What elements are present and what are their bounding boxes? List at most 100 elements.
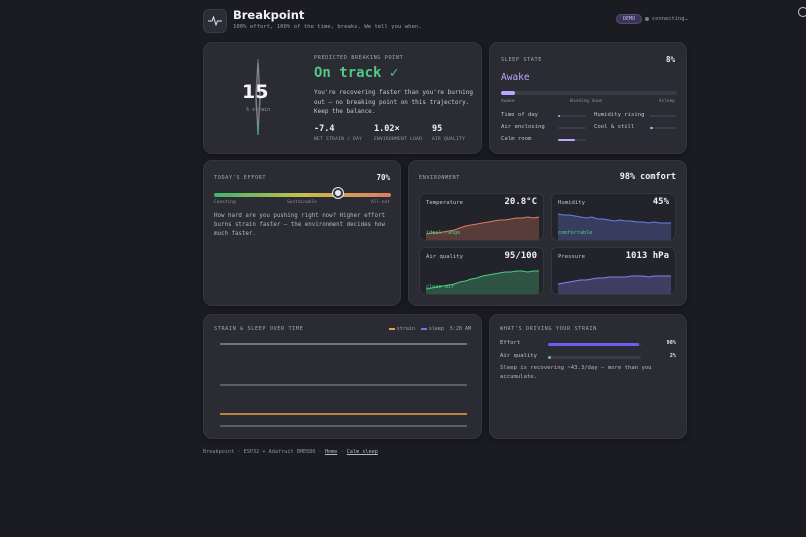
factor-time-of-day: Time of day (501, 112, 539, 118)
strain-sleep-chart (220, 343, 467, 427)
factor-fill (558, 115, 561, 117)
factor-cool-still: Cool & still (594, 124, 635, 130)
legend-label: strain (396, 326, 415, 332)
prediction-description: You're recovering faster than you're bur… (314, 89, 473, 115)
footer: Breakpoint · ESP32 + Adafruit BME680 · H… (203, 449, 378, 455)
stat-value: -7.4 (314, 124, 335, 134)
tile-note: clean air (426, 284, 455, 290)
effort-percent: 70% (376, 173, 390, 182)
sleep-state: Awake (501, 72, 530, 83)
footer-text: Breakpoint · ESP32 + Adafruit BME680 · (203, 449, 322, 455)
driver-fill (548, 343, 640, 346)
tile-pressure: Pressure 1013 hPa (551, 247, 676, 295)
strain-sleep-chart-card: STRAIN & SLEEP OVER TIME strain sleep 5:… (203, 314, 482, 439)
strain-value: 15 (242, 81, 269, 103)
comfort-score: 98% comfort (619, 172, 676, 182)
footer-link-home[interactable]: Home (324, 449, 338, 455)
sparkline-area (426, 271, 539, 294)
effort-slider-track[interactable] (214, 193, 391, 197)
status-dot-icon (645, 17, 649, 21)
factor-calm-room: Calm room (501, 136, 532, 142)
environment-label: ENVIRONMENT (419, 175, 460, 181)
stat-label: ENVIRONMENT LOAD (374, 137, 423, 142)
legend-swatch-strain (388, 327, 395, 330)
pulse-logo-icon (203, 9, 227, 33)
chart-label: STRAIN & SLEEP OVER TIME (214, 326, 304, 332)
factor-humidity-rising: Humidity rising (594, 112, 645, 118)
footer-separator: · (340, 449, 344, 455)
factor-fill (650, 127, 653, 129)
effort-label: TODAY'S EFFORT (214, 175, 267, 181)
stat-value: 1.02× (374, 124, 400, 134)
factor-bar (558, 127, 586, 129)
footer-link-calm-sleep[interactable]: Calm sleep (346, 449, 378, 455)
app-subtitle: 100% effort, 100% of the time, breaks. W… (233, 24, 422, 30)
tile-value: 1013 hPa (625, 251, 669, 261)
driver-effort-percent: 98% (666, 340, 676, 346)
legend-strain: strain (388, 326, 415, 332)
legend-label: sleep (428, 326, 444, 332)
factor-bar (558, 115, 586, 117)
humidity-sparkline (557, 213, 671, 240)
chart-legend: strain sleep 5:28 AM (388, 326, 471, 332)
sparkline-line (425, 270, 539, 290)
stat-environment-load: 1.02× ENVIRONMENT LOAD (374, 124, 422, 142)
factor-fill (558, 139, 575, 141)
driver-effort-bar (548, 343, 641, 346)
prediction-label: PREDICTED BREAKING POINT (314, 55, 404, 61)
effort-slider-thumb[interactable] (332, 188, 343, 198)
tile-name: Pressure (558, 254, 585, 260)
stat-value: 95 (432, 124, 443, 134)
sparkline-line (557, 213, 671, 224)
effort-scale-start: Coasting (214, 200, 236, 205)
sparkline-area (426, 217, 539, 240)
stat-net-strain: -7.4 NET STRAIN / DAY (314, 124, 362, 142)
app-title: Breakpoint (233, 8, 305, 22)
drivers-label: WHAT'S DRIVING YOUR STRAIN (500, 326, 597, 332)
driver-air-quality-percent: 2% (669, 353, 676, 359)
tile-value: 20.8°C (504, 197, 537, 207)
sleep-percent: 8% (665, 55, 675, 64)
effort-card: TODAY'S EFFORT 70% Coasting Sustainable … (203, 160, 401, 306)
factor-bar (650, 127, 676, 129)
app-header: Breakpoint 100% effort, 100% of the time… (203, 6, 688, 40)
tile-note: ideal range (426, 230, 461, 236)
legend-sleep: sleep (420, 326, 444, 332)
prediction-card: 15 % strain PREDICTED BREAKING POINT On … (203, 42, 482, 154)
tile-value: 95/100 (504, 251, 537, 261)
sleep-scale-end: Asleep (658, 99, 675, 104)
theme-toggle-icon[interactable] (798, 7, 806, 17)
driver-effort-name: Effort (500, 340, 521, 346)
sleep-progress-fill (501, 91, 516, 95)
legend-swatch-sleep (420, 327, 427, 330)
air-quality-sparkline (425, 270, 539, 294)
tile-name: Humidity (558, 200, 585, 206)
temperature-sparkline (425, 216, 540, 240)
factor-bar (650, 115, 676, 117)
stat-air-quality: 95 AIR QUALITY (432, 124, 465, 142)
effort-scale-mid: Sustainable (287, 200, 317, 205)
demo-badge[interactable]: DEMO (616, 14, 643, 24)
sparkline-line (425, 216, 540, 235)
sparkline-area (558, 276, 671, 294)
driver-fill (548, 356, 551, 359)
sleep-scale-start: Awake (501, 99, 515, 104)
sleep-progress-bar (501, 91, 677, 95)
factor-air-enclosing: Air enclosing (501, 124, 545, 130)
sleep-card: SLEEP STATE 8% Awake Awake Winding down … (489, 42, 687, 154)
factor-bar (558, 139, 586, 141)
sleep-scale-mid: Winding down (570, 99, 603, 104)
tile-note: comfortable (558, 230, 593, 236)
connection-status: connecting… (645, 16, 688, 22)
effort-description: How hard are you pushing right now? High… (214, 213, 386, 237)
tile-humidity: Humidity 45% comfortable (551, 193, 676, 241)
connection-text: connecting… (652, 16, 688, 22)
tile-name: Temperature (426, 200, 464, 206)
tile-temperature: Temperature 20.8°C ideal range (419, 193, 544, 241)
driver-air-quality-bar (548, 356, 641, 359)
driver-air-quality-name: Air quality (500, 353, 538, 359)
strain-label: % strain (246, 107, 271, 113)
sparkline-line (557, 275, 671, 285)
drivers-card: WHAT'S DRIVING YOUR STRAIN Effort 98% Ai… (489, 314, 687, 439)
chart-time: 5:28 AM (449, 326, 471, 332)
